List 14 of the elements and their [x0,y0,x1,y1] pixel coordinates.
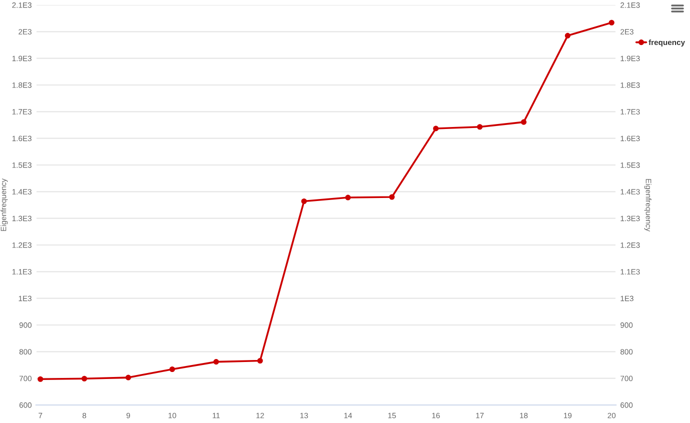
point [433,126,439,132]
point [345,194,351,200]
point [82,376,88,382]
point [301,198,307,204]
point [520,119,527,125]
point [257,358,263,364]
point [477,124,483,130]
point [169,366,175,372]
point [389,194,395,200]
point [564,32,570,38]
point [38,376,44,382]
point [213,359,219,365]
point [125,374,132,380]
point [608,20,614,26]
